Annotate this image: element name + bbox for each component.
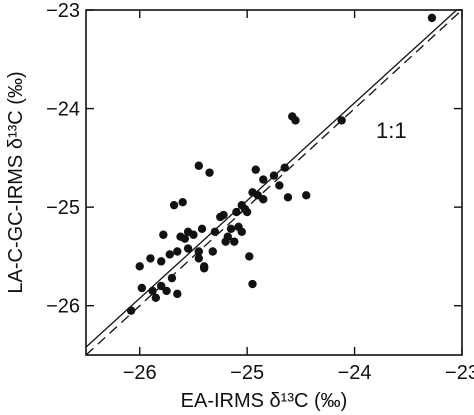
data-point bbox=[137, 283, 147, 293]
data-point bbox=[208, 247, 217, 256]
data-point bbox=[259, 195, 268, 204]
data-point bbox=[205, 168, 214, 177]
x-tick-label: −25 bbox=[230, 362, 264, 384]
data-point bbox=[194, 254, 203, 263]
data-point bbox=[283, 193, 293, 202]
data-point bbox=[242, 207, 252, 217]
data-point bbox=[176, 232, 185, 241]
data-point bbox=[159, 230, 168, 239]
data-point bbox=[237, 200, 246, 210]
data-point bbox=[210, 227, 220, 236]
data-point bbox=[167, 273, 177, 283]
y-tick-label: −26 bbox=[46, 296, 80, 318]
data-point bbox=[157, 257, 166, 266]
y-tick-label: −24 bbox=[46, 99, 80, 121]
data-point bbox=[173, 247, 182, 256]
x-axis-title: EA-IRMS δ¹³C (‰) bbox=[181, 390, 348, 412]
data-point bbox=[302, 191, 311, 200]
data-point bbox=[245, 252, 254, 261]
data-point bbox=[427, 13, 437, 23]
data-point bbox=[169, 200, 179, 210]
data-point bbox=[194, 247, 203, 256]
data-point bbox=[165, 250, 174, 259]
data-point bbox=[234, 222, 243, 232]
x-tick-label: −24 bbox=[338, 362, 372, 384]
data-point bbox=[157, 281, 166, 291]
data-point bbox=[275, 181, 284, 190]
one-to-one-label: 1:1 bbox=[376, 118, 407, 143]
data-point bbox=[199, 264, 209, 273]
data-point bbox=[259, 175, 268, 184]
data-point bbox=[226, 224, 236, 234]
x-tick-label: −23 bbox=[445, 362, 474, 384]
x-tick-label: −26 bbox=[123, 362, 157, 384]
y-tick-label: −25 bbox=[46, 197, 80, 219]
data-point bbox=[183, 244, 193, 253]
data-point bbox=[197, 224, 207, 234]
data-point bbox=[248, 279, 257, 289]
chart-marks: −26 −25 −24 −23 −26 −25 −24 −23 bbox=[46, 0, 474, 384]
data-point bbox=[178, 198, 187, 207]
data-point bbox=[288, 112, 297, 121]
one-to-one-line bbox=[86, 10, 462, 355]
data-point bbox=[151, 293, 161, 303]
data-point bbox=[230, 237, 239, 246]
data-point bbox=[146, 254, 155, 263]
data-point bbox=[216, 212, 225, 222]
data-point bbox=[269, 171, 279, 180]
data-point bbox=[126, 306, 136, 315]
y-axis-title: LA-C-GC-IRMS δ¹³C (‰) bbox=[5, 71, 27, 293]
plot-frame bbox=[85, 9, 463, 356]
data-point bbox=[135, 262, 144, 271]
data-point bbox=[148, 286, 157, 296]
data-point bbox=[162, 286, 171, 296]
data-point bbox=[232, 207, 241, 217]
data-point bbox=[194, 161, 203, 170]
data-point bbox=[337, 116, 346, 125]
data-point bbox=[221, 237, 230, 246]
data-point bbox=[183, 227, 193, 236]
data-point bbox=[251, 165, 260, 174]
data-point bbox=[280, 163, 289, 172]
y-tick-label: −23 bbox=[46, 0, 80, 22]
data-point bbox=[173, 289, 182, 299]
